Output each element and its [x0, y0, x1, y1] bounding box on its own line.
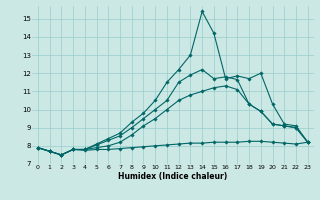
- X-axis label: Humidex (Indice chaleur): Humidex (Indice chaleur): [118, 172, 228, 181]
